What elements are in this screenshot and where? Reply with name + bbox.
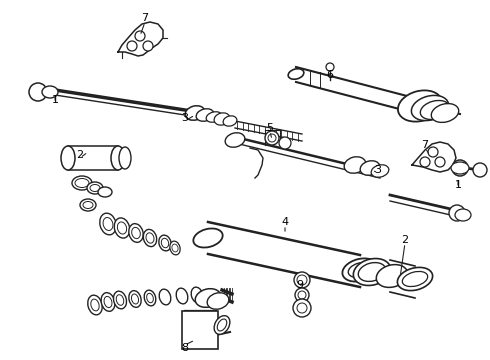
Text: 1: 1: [455, 180, 462, 190]
Ellipse shape: [455, 209, 471, 221]
Ellipse shape: [129, 224, 143, 242]
Ellipse shape: [451, 162, 469, 174]
Text: 8: 8: [181, 343, 189, 353]
Circle shape: [428, 147, 438, 157]
Ellipse shape: [91, 299, 99, 311]
Ellipse shape: [161, 238, 169, 248]
Text: 7: 7: [142, 13, 148, 23]
Ellipse shape: [72, 176, 92, 190]
Text: 3: 3: [181, 113, 189, 123]
Text: 1: 1: [51, 95, 58, 105]
Ellipse shape: [159, 235, 171, 251]
Circle shape: [295, 288, 309, 302]
Ellipse shape: [119, 147, 131, 169]
Ellipse shape: [87, 182, 103, 194]
Ellipse shape: [223, 116, 237, 126]
Ellipse shape: [225, 133, 245, 147]
Ellipse shape: [172, 244, 178, 252]
Circle shape: [420, 157, 430, 167]
Ellipse shape: [353, 258, 391, 285]
Ellipse shape: [207, 293, 229, 309]
Ellipse shape: [144, 229, 157, 247]
Ellipse shape: [132, 228, 140, 239]
Ellipse shape: [111, 146, 125, 170]
Ellipse shape: [191, 287, 203, 303]
Ellipse shape: [159, 289, 171, 305]
Text: 7: 7: [421, 140, 429, 150]
Circle shape: [435, 157, 445, 167]
Ellipse shape: [343, 258, 378, 282]
Text: 6: 6: [326, 70, 334, 80]
Circle shape: [326, 63, 334, 71]
Ellipse shape: [344, 157, 366, 173]
Text: 2: 2: [401, 235, 409, 245]
Circle shape: [298, 291, 306, 299]
Text: 5: 5: [267, 123, 273, 133]
Ellipse shape: [103, 217, 113, 230]
Ellipse shape: [195, 289, 221, 307]
Bar: [182, 311, 218, 349]
Text: 2: 2: [76, 150, 84, 160]
Circle shape: [452, 160, 468, 176]
Ellipse shape: [214, 316, 230, 334]
Ellipse shape: [348, 262, 372, 278]
Circle shape: [293, 299, 311, 317]
Ellipse shape: [376, 265, 408, 287]
Ellipse shape: [402, 271, 428, 287]
Circle shape: [297, 275, 307, 285]
Text: 9: 9: [296, 280, 304, 290]
Ellipse shape: [146, 233, 154, 243]
Ellipse shape: [90, 184, 100, 192]
Ellipse shape: [131, 294, 139, 304]
Ellipse shape: [214, 113, 230, 125]
Circle shape: [473, 163, 487, 177]
Circle shape: [279, 137, 291, 149]
Ellipse shape: [114, 218, 130, 238]
Ellipse shape: [170, 241, 180, 255]
Ellipse shape: [206, 112, 222, 122]
Ellipse shape: [217, 319, 227, 331]
Ellipse shape: [397, 267, 433, 291]
Circle shape: [127, 41, 137, 51]
Circle shape: [29, 83, 47, 101]
Circle shape: [265, 131, 279, 145]
Ellipse shape: [42, 86, 58, 98]
Circle shape: [297, 303, 307, 313]
Ellipse shape: [80, 199, 96, 211]
Ellipse shape: [358, 262, 386, 282]
Ellipse shape: [114, 291, 126, 309]
Ellipse shape: [185, 106, 205, 120]
Ellipse shape: [431, 104, 459, 122]
Circle shape: [135, 31, 145, 41]
Ellipse shape: [83, 202, 93, 208]
Ellipse shape: [176, 288, 188, 304]
Ellipse shape: [288, 69, 304, 79]
Circle shape: [449, 205, 465, 221]
Ellipse shape: [88, 295, 102, 315]
Ellipse shape: [129, 291, 141, 307]
Ellipse shape: [147, 293, 153, 303]
Ellipse shape: [144, 290, 156, 306]
Ellipse shape: [100, 213, 116, 235]
Ellipse shape: [98, 187, 112, 197]
Ellipse shape: [116, 295, 124, 305]
Text: 4: 4: [281, 217, 289, 227]
Ellipse shape: [420, 100, 450, 120]
Ellipse shape: [61, 146, 75, 170]
Ellipse shape: [104, 296, 112, 307]
Ellipse shape: [118, 222, 126, 234]
Text: 3: 3: [374, 165, 382, 175]
Ellipse shape: [101, 293, 115, 311]
Ellipse shape: [360, 161, 380, 175]
Circle shape: [143, 41, 153, 51]
Ellipse shape: [194, 229, 222, 248]
Ellipse shape: [75, 179, 89, 188]
Ellipse shape: [398, 90, 442, 122]
Circle shape: [294, 272, 310, 288]
Ellipse shape: [412, 95, 449, 121]
Ellipse shape: [371, 165, 389, 177]
Ellipse shape: [196, 109, 214, 121]
Circle shape: [268, 134, 276, 142]
